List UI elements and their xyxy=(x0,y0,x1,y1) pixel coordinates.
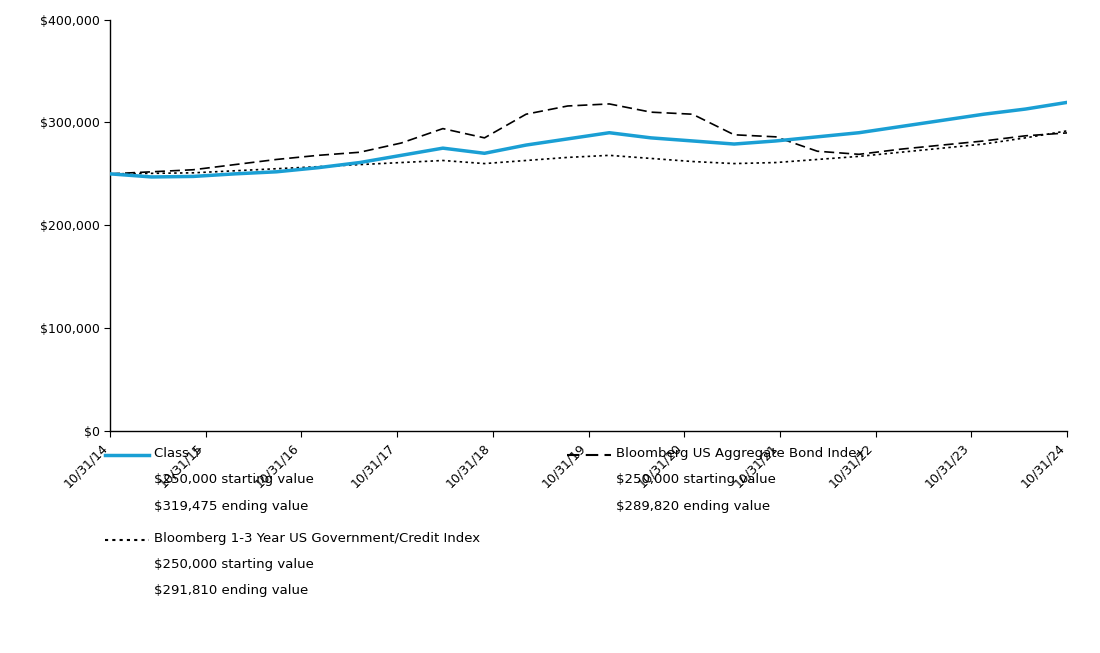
Text: Bloomberg 1-3 Year US Government/Credit Index: Bloomberg 1-3 Year US Government/Credit … xyxy=(154,532,480,545)
Text: $289,820 ending value: $289,820 ending value xyxy=(616,500,770,513)
Text: Bloomberg US Aggregate Bond Index: Bloomberg US Aggregate Bond Index xyxy=(616,447,865,460)
Text: $250,000 starting value: $250,000 starting value xyxy=(154,473,314,486)
Text: $291,810 ending value: $291,810 ending value xyxy=(154,584,308,597)
Text: $250,000 starting value: $250,000 starting value xyxy=(154,558,314,571)
Text: $319,475 ending value: $319,475 ending value xyxy=(154,500,308,513)
Text: Class Y: Class Y xyxy=(154,447,201,460)
Text: $250,000 starting value: $250,000 starting value xyxy=(616,473,776,486)
